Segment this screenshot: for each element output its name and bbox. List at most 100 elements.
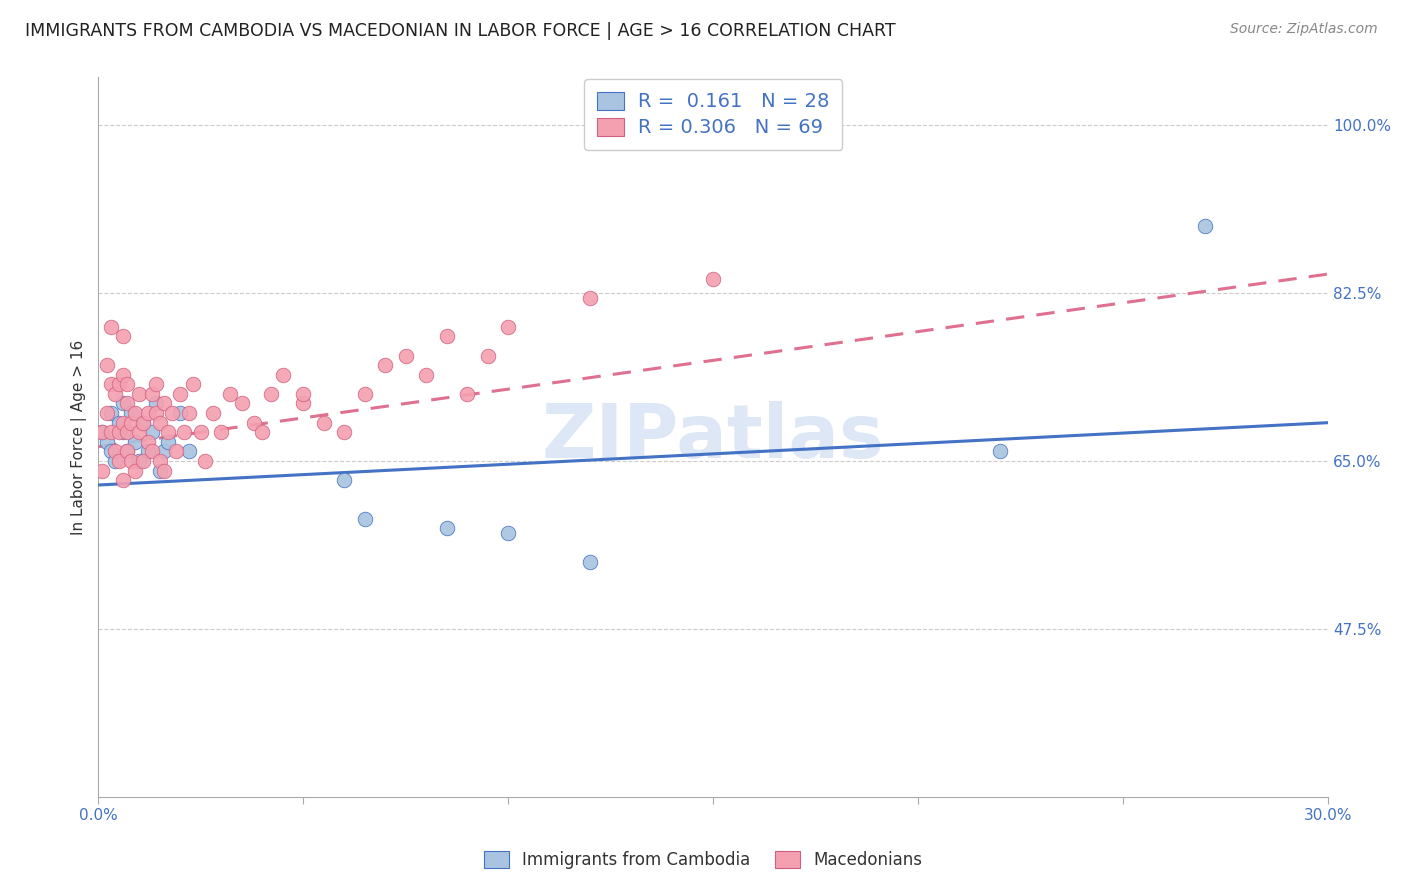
Point — [96, 358, 118, 372]
Point — [115, 377, 138, 392]
Point — [128, 387, 150, 401]
Point — [120, 406, 142, 420]
Point — [271, 368, 294, 382]
Point — [498, 319, 520, 334]
Point — [115, 425, 138, 440]
Point — [498, 525, 520, 540]
Point — [218, 387, 240, 401]
Point — [91, 464, 114, 478]
Point — [292, 396, 315, 410]
Point — [181, 377, 204, 392]
Point — [124, 406, 146, 420]
Point — [96, 434, 118, 449]
Point — [374, 358, 396, 372]
Point — [456, 387, 478, 401]
Point — [436, 329, 458, 343]
Point — [100, 406, 122, 420]
Point — [243, 416, 266, 430]
Point — [124, 434, 146, 449]
Point — [111, 329, 134, 343]
Point — [157, 425, 180, 440]
Point — [149, 464, 172, 478]
Text: ZIPatlas: ZIPatlas — [541, 401, 884, 474]
Point — [190, 425, 212, 440]
Point — [702, 272, 724, 286]
Point — [333, 473, 356, 487]
Point — [104, 444, 127, 458]
Point — [194, 454, 217, 468]
Point — [353, 387, 375, 401]
Point — [100, 319, 122, 334]
Point — [111, 368, 134, 382]
Point — [111, 473, 134, 487]
Point — [169, 406, 191, 420]
Text: IMMIGRANTS FROM CAMBODIA VS MACEDONIAN IN LABOR FORCE | AGE > 16 CORRELATION CHA: IMMIGRANTS FROM CAMBODIA VS MACEDONIAN I… — [25, 22, 896, 40]
Point — [115, 444, 138, 458]
Point — [160, 406, 183, 420]
Point — [153, 464, 176, 478]
Point — [579, 291, 602, 305]
Point — [132, 454, 155, 468]
Point — [115, 396, 138, 410]
Point — [173, 425, 195, 440]
Point — [157, 434, 180, 449]
Point — [136, 434, 159, 449]
Point — [202, 406, 225, 420]
Legend: R =  0.161   N = 28, R = 0.306   N = 69: R = 0.161 N = 28, R = 0.306 N = 69 — [583, 79, 842, 150]
Point — [145, 396, 167, 410]
Point — [128, 425, 150, 440]
Point — [91, 425, 114, 440]
Point — [312, 416, 335, 430]
Point — [132, 416, 155, 430]
Y-axis label: In Labor Force | Age > 16: In Labor Force | Age > 16 — [72, 340, 87, 534]
Point — [96, 406, 118, 420]
Point — [141, 425, 163, 440]
Point — [353, 511, 375, 525]
Point — [111, 416, 134, 430]
Point — [141, 444, 163, 458]
Point — [165, 444, 187, 458]
Point — [124, 464, 146, 478]
Point — [136, 444, 159, 458]
Text: Source: ZipAtlas.com: Source: ZipAtlas.com — [1230, 22, 1378, 37]
Point — [120, 416, 142, 430]
Point — [120, 454, 142, 468]
Point — [108, 425, 131, 440]
Point — [231, 396, 253, 410]
Point — [259, 387, 281, 401]
Point — [91, 425, 114, 440]
Point — [100, 377, 122, 392]
Point — [415, 368, 437, 382]
Point — [145, 377, 167, 392]
Point — [292, 387, 315, 401]
Point — [115, 444, 138, 458]
Point — [141, 387, 163, 401]
Point — [100, 444, 122, 458]
Point — [145, 406, 167, 420]
Point — [153, 444, 176, 458]
Point — [333, 425, 356, 440]
Point — [209, 425, 232, 440]
Point — [100, 425, 122, 440]
Point — [988, 444, 1011, 458]
Point — [1194, 219, 1216, 233]
Point — [136, 406, 159, 420]
Point — [436, 521, 458, 535]
Point — [149, 416, 172, 430]
Point — [177, 444, 200, 458]
Point — [477, 349, 499, 363]
Point — [153, 396, 176, 410]
Point — [252, 425, 274, 440]
Point — [111, 396, 134, 410]
Point — [132, 416, 155, 430]
Point — [108, 377, 131, 392]
Point — [177, 406, 200, 420]
Point — [579, 555, 602, 569]
Point — [395, 349, 418, 363]
Point — [111, 425, 134, 440]
Point — [104, 454, 127, 468]
Point — [108, 454, 131, 468]
Legend: Immigrants from Cambodia, Macedonians: Immigrants from Cambodia, Macedonians — [474, 841, 932, 880]
Point — [104, 387, 127, 401]
Point — [108, 416, 131, 430]
